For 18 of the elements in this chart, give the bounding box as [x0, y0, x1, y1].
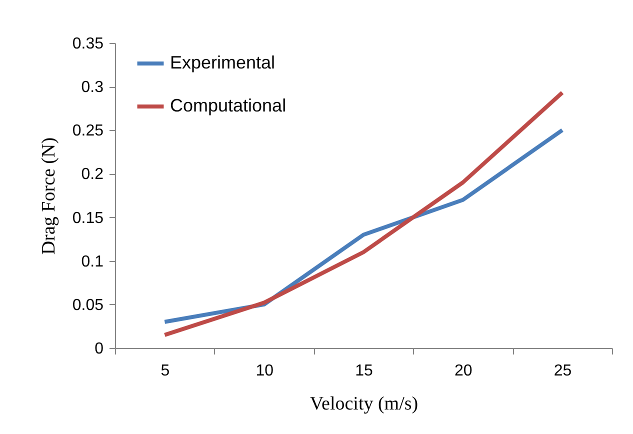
x-tick-label: 10	[256, 362, 274, 380]
y-tick-label: 0.25	[72, 122, 104, 140]
y-tick-label: 0.3	[81, 79, 104, 96]
y-tick-label: 0	[94, 340, 104, 358]
y-tick-label: 0.2	[81, 166, 104, 184]
y-tick-label: 0.1	[81, 253, 104, 270]
x-tick-label: 20	[454, 362, 472, 380]
x-tick-label: 15	[355, 362, 373, 380]
y-tick-label: 0.05	[72, 296, 104, 314]
y-tick-label: 0.35	[72, 36, 104, 52]
x-tick-label: 5	[160, 362, 170, 380]
legend-label: Computational	[170, 96, 286, 116]
y-axis-title: Drag Force (N)	[38, 137, 60, 255]
legend-label: Experimental	[170, 52, 276, 72]
x-tick-label: 25	[554, 362, 572, 380]
line-series	[162, 90, 564, 337]
y-tick-label: 0.15	[72, 210, 104, 227]
x-axis-title: Velocity (m/s)	[310, 394, 418, 414]
